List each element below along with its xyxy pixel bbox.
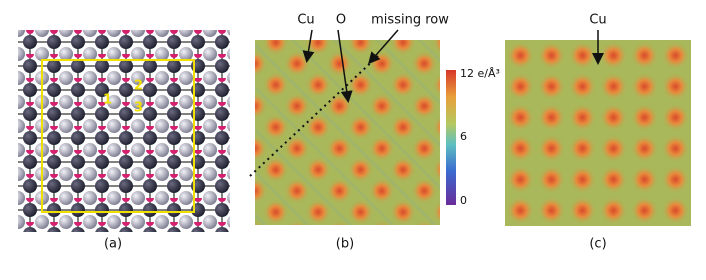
density-map [255, 40, 440, 225]
panel-label: (a) [104, 237, 122, 252]
colorbar-label: 12 e/Å³ [460, 67, 500, 80]
colorbar-label: 6 [460, 130, 467, 143]
arrow [368, 29, 399, 65]
site-label: 1 [103, 93, 112, 108]
arrow [302, 29, 315, 63]
panel-b: Cu O missing row 12 e/Å³ 6 0 (b) [249, 13, 500, 252]
site-label: 2 [134, 79, 143, 94]
colorbar [446, 70, 456, 205]
panel-a: 1 2 3 (a) [18, 30, 230, 252]
panel-label: (b) [336, 237, 354, 252]
colorbar-label: 0 [460, 194, 467, 207]
annotation: Cu [589, 13, 606, 28]
panel-label: (c) [589, 237, 606, 252]
unit-cell [41, 59, 195, 213]
annotation: missing row [371, 13, 449, 28]
annotation: Cu [297, 13, 314, 28]
site-label: 3 [134, 101, 143, 116]
density-map [505, 40, 691, 226]
annotation: O [336, 13, 346, 28]
panel-c: Cu (c) [505, 13, 691, 252]
arrow [337, 29, 353, 103]
